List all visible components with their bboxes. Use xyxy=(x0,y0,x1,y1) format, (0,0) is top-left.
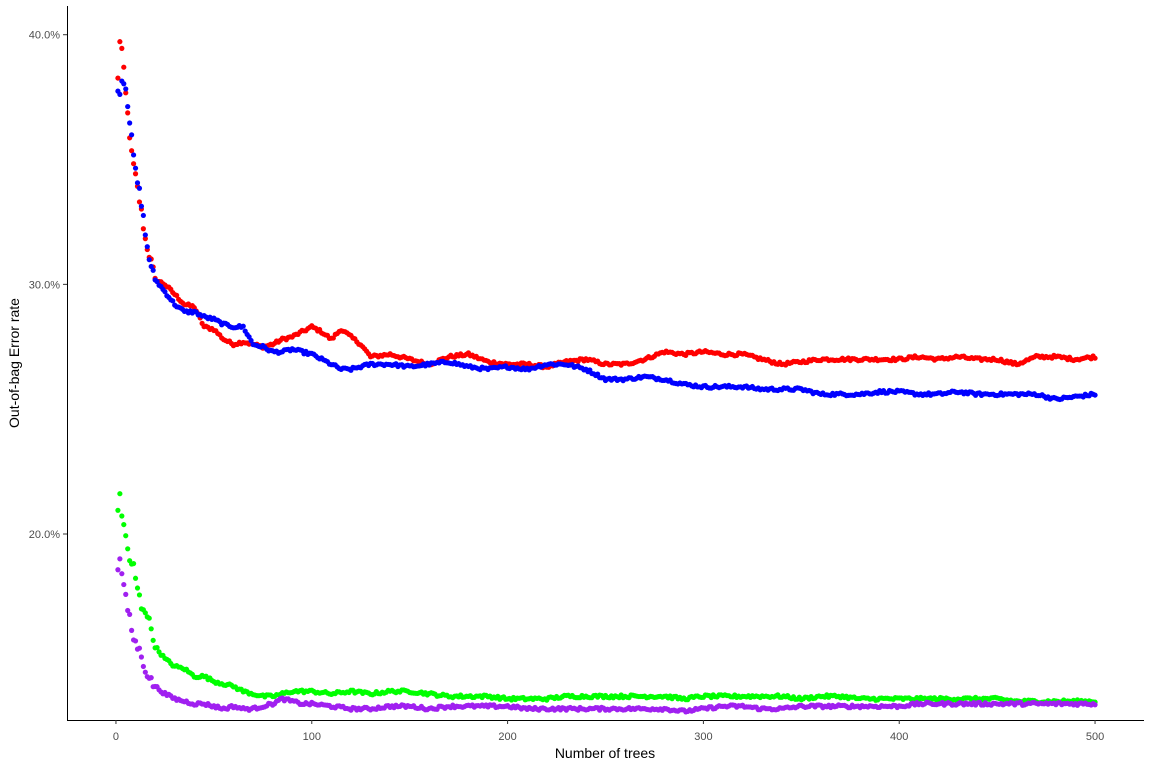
y-tick-label: 20.0% xyxy=(29,529,60,541)
series-2-point xyxy=(130,560,137,567)
series-1-point xyxy=(132,165,139,171)
series-3-point xyxy=(119,571,125,577)
series-3 xyxy=(115,556,1098,715)
series-1-point xyxy=(125,103,131,110)
series-1-point xyxy=(127,120,133,126)
x-axis-title: Number of trees xyxy=(555,745,655,761)
series-2 xyxy=(115,491,1098,706)
y-tick-label: 30.0% xyxy=(29,279,60,291)
series-3-point xyxy=(115,567,121,573)
series-2-point xyxy=(146,615,152,621)
series-0-point xyxy=(140,226,146,232)
series-2-point xyxy=(154,644,160,651)
series-3-point xyxy=(129,627,135,633)
series-2-point xyxy=(115,507,121,513)
series-2-point xyxy=(134,585,141,591)
series-1-point xyxy=(123,86,129,92)
series-0-point xyxy=(129,148,135,154)
series-1-point xyxy=(146,257,152,263)
series-2-point xyxy=(125,546,131,552)
series-0-point xyxy=(142,236,148,242)
series-0-point xyxy=(136,199,143,205)
series-2-point xyxy=(142,610,148,616)
series-1-point xyxy=(140,212,146,219)
series-2-point xyxy=(150,637,156,643)
y-ticks: 20.0% 30.0% 40.0% xyxy=(29,30,67,541)
series-0-point xyxy=(123,90,129,96)
series-0 xyxy=(115,39,1098,371)
series-1-point xyxy=(117,91,123,97)
series-1-point xyxy=(248,337,254,344)
series-3-point xyxy=(132,638,139,644)
series-1-point xyxy=(142,232,148,238)
series-0-point xyxy=(115,75,121,81)
x-tick-label: 400 xyxy=(890,731,908,743)
series-0-point xyxy=(1092,355,1098,361)
series-1-point xyxy=(240,323,246,329)
x-tick-label: 500 xyxy=(1086,731,1104,743)
series-0-point xyxy=(121,64,127,70)
series-2-point xyxy=(136,592,143,598)
series-0-point xyxy=(132,171,139,177)
series-3-point xyxy=(127,611,133,617)
series-0-point xyxy=(125,110,131,116)
series-0-point xyxy=(130,161,137,167)
series-1-point xyxy=(138,203,145,209)
series-1-point xyxy=(170,298,176,304)
x-tick-label: 100 xyxy=(303,731,321,743)
series-1-point xyxy=(136,185,143,191)
series-0-point xyxy=(119,45,125,51)
series-1-point xyxy=(148,263,154,270)
series-2-point xyxy=(123,533,129,539)
series-1-point xyxy=(150,267,156,273)
series-3-point xyxy=(148,675,154,681)
series-0-point xyxy=(174,292,180,298)
series-1-point xyxy=(162,289,168,295)
series-2-point xyxy=(117,491,123,497)
series-2-point xyxy=(119,513,125,519)
x-tick-label: 0 xyxy=(113,731,119,743)
series-1-point xyxy=(1092,392,1098,398)
series-2-point xyxy=(121,521,127,528)
x-ticks: 0 100 200 300 400 500 xyxy=(113,720,1104,743)
series-1-point xyxy=(129,132,135,138)
series-1-point xyxy=(144,244,150,250)
series-3-point xyxy=(125,607,131,614)
x-tick-label: 300 xyxy=(694,731,712,743)
points-layer xyxy=(115,39,1098,715)
x-tick-label: 200 xyxy=(498,731,516,743)
y-tick-label: 40.0% xyxy=(29,30,60,42)
series-3-point xyxy=(142,669,148,675)
series-3-point xyxy=(140,663,146,670)
series-3-point xyxy=(123,591,129,597)
series-2-point xyxy=(132,575,139,581)
series-3-point xyxy=(136,645,143,651)
y-axis-title: Out-of-bag Error rate xyxy=(6,298,22,428)
series-1 xyxy=(115,78,1098,403)
series-1-point xyxy=(130,152,137,158)
series-2-point xyxy=(148,626,154,632)
series-3-point xyxy=(138,654,145,660)
series-3-point xyxy=(117,556,123,562)
axes-layer xyxy=(67,6,1144,721)
series-3-point xyxy=(121,581,127,588)
series-1-point xyxy=(121,81,127,87)
series-1-point xyxy=(134,180,141,186)
series-0-point xyxy=(117,39,123,45)
series-3-point xyxy=(1092,702,1098,708)
